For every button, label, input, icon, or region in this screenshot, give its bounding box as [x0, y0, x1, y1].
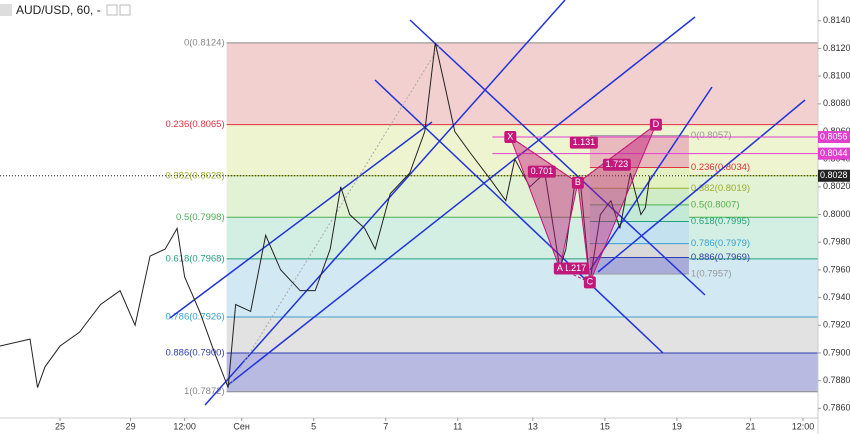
fib-band [226, 316, 818, 353]
x-tick-label: 5 [311, 421, 316, 431]
price-tag-label: 0.8056 [820, 131, 848, 141]
y-tick-label: 0.8100 [823, 71, 850, 81]
pattern-point [504, 131, 517, 144]
pattern-point [649, 118, 662, 131]
fib-label: 0.236(0.8065) [165, 119, 224, 130]
fib-band [226, 42, 818, 125]
x-tick-label: 15 [600, 421, 610, 431]
point-label: D [653, 119, 660, 129]
ratio-box [527, 165, 556, 178]
y-tick-label: 0.8060 [823, 126, 850, 136]
x-tick-label: 11 [453, 421, 462, 431]
fib-label: 0.786(0.7979) [691, 238, 750, 249]
pattern-leg [577, 124, 657, 184]
point-label: C [587, 277, 594, 287]
fib-band [589, 243, 689, 258]
price-tag-label: 0.8044 [820, 148, 848, 158]
fib-label: 1(0.7957) [691, 269, 732, 280]
toggle-button[interactable] [106, 4, 118, 16]
y-tick-label: 0.8120 [823, 43, 850, 53]
fib-band [226, 175, 818, 218]
point-label: A [557, 263, 563, 273]
point-label: B [575, 177, 581, 187]
price-tag-label: 0.8028 [820, 170, 848, 180]
fib-label: 0.886(0.7969) [691, 252, 750, 263]
x-tick-label: 13 [528, 421, 538, 431]
ratio-label: 1.217 [564, 263, 587, 273]
ratio-label: 0.701 [531, 166, 554, 176]
y-tick-label: 0.7860 [823, 403, 850, 413]
pattern-point [553, 262, 566, 275]
ratio-box [602, 158, 631, 171]
channels [169, 0, 806, 406]
x-tick-label: 7 [383, 421, 388, 431]
y-tick-label: 0.8020 [823, 181, 850, 191]
price-tag [818, 169, 850, 182]
fib-label: 0(0.8124) [184, 37, 225, 48]
point-label: X [507, 131, 513, 141]
ratio-box [560, 262, 589, 275]
pattern-point [571, 176, 584, 189]
pattern-point [583, 276, 596, 289]
fib-label: 0.5(0.7998) [176, 212, 225, 223]
x-tick-label: Сен [233, 421, 250, 431]
y-tick-label: 0.8140 [823, 15, 850, 25]
y-tick-label: 0.7900 [823, 347, 850, 357]
fib-band [226, 352, 818, 392]
y-tick-label: 0.7920 [823, 320, 850, 330]
fib-label: 0.618(0.7968) [165, 253, 224, 264]
y-tick-label: 0.8000 [823, 209, 850, 219]
fib-label: 1(0.7872) [184, 386, 225, 397]
fib-band [589, 167, 689, 189]
fib-label: 0.886(0.7900) [165, 347, 224, 358]
ratio-label: 1.131 [573, 137, 596, 147]
x-tick-label: 12:00 [792, 421, 815, 431]
y-tick-label: 0.8080 [823, 98, 850, 108]
symbol-icon[interactable] [0, 4, 12, 16]
fib-label: 0.618(0.7995) [691, 216, 750, 227]
pattern-leg [510, 136, 579, 184]
price-tag [818, 131, 850, 144]
y-tick-label: 0.7880 [823, 375, 850, 385]
background: 0(0.8124)0.236(0.8065)0.382(0.8028)0.5(0… [165, 37, 818, 397]
x-tick-label: 21 [745, 421, 755, 431]
x-tick-label: 19 [672, 421, 682, 431]
fib-band [589, 221, 689, 244]
ratio-label: 1.723 [606, 159, 629, 169]
y-tick-label: 0.7980 [823, 237, 850, 247]
pattern-triangle [577, 123, 658, 285]
fib-label: 0.786(0.7926) [165, 311, 224, 322]
x-tick-label: 12:00 [173, 421, 196, 431]
price-tag [818, 147, 850, 160]
fib-band [226, 124, 818, 176]
x-tick-label: 25 [55, 421, 65, 431]
y-tick-label: 0.7940 [823, 292, 850, 302]
fib-band [589, 257, 689, 275]
settings-button[interactable] [119, 4, 131, 16]
fib-label: 0.382(0.8019) [691, 183, 750, 194]
fib-band [226, 217, 818, 259]
fib-label: 0.5(0.8007) [691, 199, 740, 210]
ratio-box [569, 136, 598, 149]
chart-title: AUD/USD, 60, - [16, 3, 101, 17]
fib-band [226, 258, 818, 317]
x-tick-label: 29 [126, 421, 136, 431]
y-tick-label: 0.7960 [823, 264, 850, 274]
fib-label: 0.236(0.8034) [691, 162, 750, 173]
fib-label: 0(0.8057) [691, 130, 732, 141]
